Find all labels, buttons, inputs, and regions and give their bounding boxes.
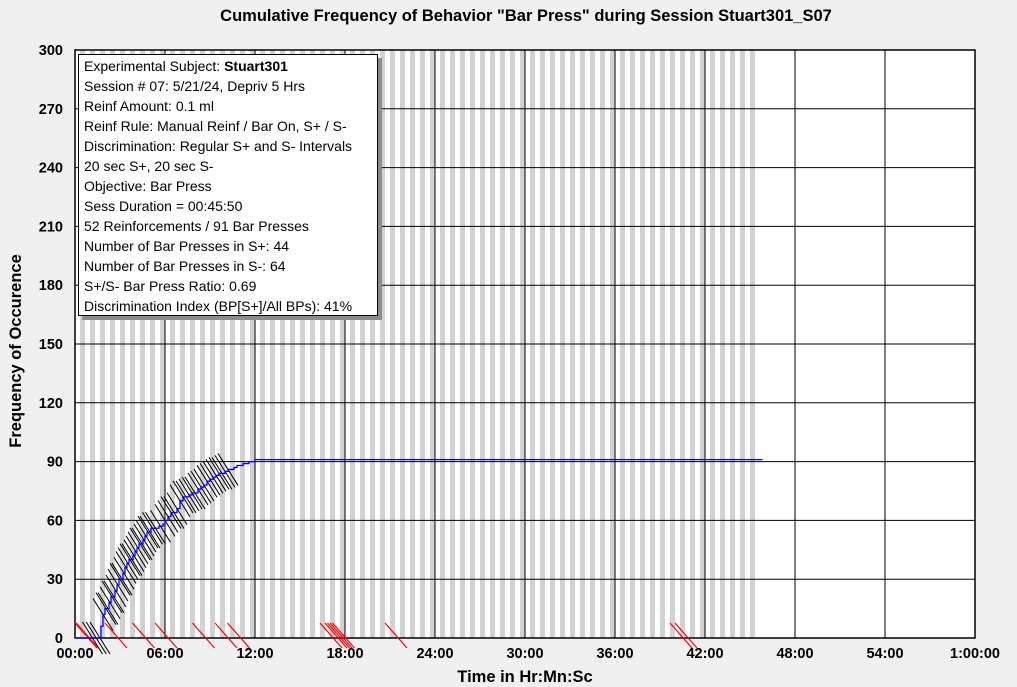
- sminus-mark: [384, 622, 408, 649]
- y-tick-label: 270: [39, 102, 63, 118]
- sminus-mark: [154, 622, 178, 649]
- y-tick-label: 180: [39, 278, 63, 294]
- sminus-mark: [192, 622, 215, 649]
- plot-area: [74, 49, 976, 655]
- sminus-mark: [332, 622, 355, 649]
- x-tick-label: 24:00: [416, 646, 453, 662]
- sminus-mark: [319, 622, 343, 649]
- sminus-mark: [669, 622, 693, 649]
- x-axis-ticks: 00:00 06:00 12:00 18:00 24:00 30:00 36:00 42:00…: [56, 646, 1000, 662]
- sminus-mark: [214, 622, 238, 649]
- sminus-mark: [104, 622, 128, 649]
- sminus-mark: [327, 622, 350, 649]
- info-line: Discrimination: Regular S+ and S- Interv…: [84, 138, 353, 154]
- sminus-mark: [329, 622, 353, 649]
- info-line: Discrimination Index (BP[S+]/All BPs): 4…: [84, 298, 353, 314]
- info-line: 20 sec S+, 20 sec S-: [84, 158, 214, 174]
- x-tick-label: 1:00:00: [950, 646, 1000, 662]
- x-tick-label: 12:00: [236, 646, 273, 662]
- y-axis-label: Frequency of Occurence: [7, 254, 25, 447]
- sminus-marks: [74, 622, 698, 649]
- sminus-mark: [324, 622, 348, 649]
- y-axis-ticks: 0 30 60 90 120 150 180 210 240 270 300: [39, 43, 63, 647]
- info-subject-line: Experimental Subject: Stuart301: [84, 57, 377, 77]
- x-tick-label: 30:00: [506, 646, 543, 662]
- x-tick-label: 00:00: [56, 646, 93, 662]
- y-tick-label: 300: [39, 43, 63, 59]
- x-tick-label: 54:00: [866, 646, 903, 662]
- info-line: Objective: Bar Press: [84, 178, 212, 194]
- y-tick-label: 60: [47, 513, 63, 529]
- plot-frame: [74, 49, 976, 639]
- x-tick-label: 48:00: [776, 646, 813, 662]
- y-tick-label: 120: [39, 396, 63, 412]
- info-line: Reinf Rule: Manual Reinf / Bar On, S+ / …: [84, 118, 347, 134]
- y-tick-label: 210: [39, 219, 63, 235]
- sminus-mark: [227, 622, 250, 649]
- x-tick-label: 06:00: [146, 646, 183, 662]
- info-line: Number of Bar Presses in S-: 64: [84, 258, 286, 274]
- info-line: Number of Bar Presses in S+: 44: [84, 238, 290, 254]
- info-line: Reinf Amount: 0.1 ml: [84, 98, 214, 114]
- info-line: Session # 07: 5/21/24, Depriv 5 Hrs: [84, 78, 306, 94]
- cumulative-series-line: [75, 458, 763, 639]
- y-tick-label: 240: [39, 161, 63, 177]
- y-tick-label: 150: [39, 337, 63, 353]
- y-tick-label: 90: [47, 455, 63, 471]
- x-axis-label: Time in Hr:Mn:Sc: [457, 668, 592, 686]
- x-tick-label: 36:00: [596, 646, 633, 662]
- chart-title: Cumulative Frequency of Behavior "Bar Pr…: [220, 7, 832, 25]
- session-info-box: Experimental Subject: Stuart301 Session …: [78, 54, 378, 316]
- y-tick-label: 30: [47, 572, 63, 588]
- info-subject-label: Experimental Subject:: [84, 58, 221, 74]
- x-tick-label: 42:00: [686, 646, 723, 662]
- series-layer: [75, 458, 763, 639]
- sminus-mark: [74, 622, 98, 649]
- info-subject-value: Stuart301: [224, 58, 288, 74]
- y-tick-label: 0: [55, 631, 63, 647]
- sminus-mark: [75, 622, 99, 649]
- info-line: 52 Reinforcements / 91 Bar Presses: [84, 218, 309, 234]
- info-line: Sess Duration = 00:45:50: [84, 198, 243, 214]
- x-tick-label: 18:00: [326, 646, 363, 662]
- info-line: S+/S- Bar Press Ratio: 0.69: [84, 278, 257, 294]
- sminus-mark: [674, 622, 698, 649]
- sminus-mark: [132, 622, 155, 649]
